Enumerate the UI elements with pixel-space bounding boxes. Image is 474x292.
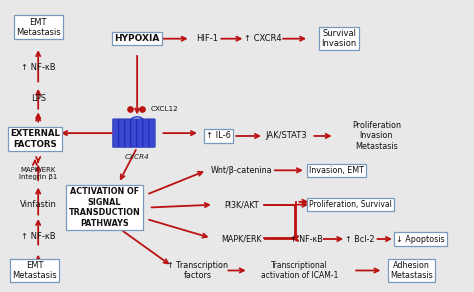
Text: Adhesion
Metastasis: Adhesion Metastasis	[390, 261, 433, 280]
Text: ↑ NF-κB: ↑ NF-κB	[21, 63, 55, 72]
Text: ↑ Transcription
factors: ↑ Transcription factors	[167, 261, 228, 280]
Text: ↑ NF-κB: ↑ NF-κB	[290, 234, 323, 244]
Text: Survival
Invasion: Survival Invasion	[321, 29, 357, 48]
FancyBboxPatch shape	[149, 119, 155, 147]
Text: ↑ NF-κB: ↑ NF-κB	[21, 232, 55, 241]
Text: MAPK/ERK: MAPK/ERK	[221, 234, 262, 244]
Text: Vinfastin: Vinfastin	[20, 200, 56, 209]
FancyBboxPatch shape	[131, 119, 137, 147]
Text: PI3K/AKT: PI3K/AKT	[224, 200, 259, 209]
Text: JAK/STAT3: JAK/STAT3	[265, 131, 307, 140]
Text: Proliferation, Survival: Proliferation, Survival	[310, 200, 392, 209]
Text: HYPOXIA: HYPOXIA	[114, 34, 160, 43]
Text: HIF-1: HIF-1	[196, 34, 218, 43]
Text: CXCR4: CXCR4	[125, 154, 149, 160]
Text: CXCL12: CXCL12	[151, 106, 179, 112]
Text: LPS: LPS	[31, 94, 46, 103]
FancyBboxPatch shape	[143, 119, 149, 147]
Text: EMT
Metastasis: EMT Metastasis	[12, 261, 57, 280]
Text: ↑ CXCR4: ↑ CXCR4	[244, 34, 282, 43]
Text: EXTERNAL
FACTORS: EXTERNAL FACTORS	[10, 129, 60, 149]
Text: MAPK/ERK
Integrin β1: MAPK/ERK Integrin β1	[19, 167, 57, 180]
Text: Proliferation
Invasion
Metastasis: Proliferation Invasion Metastasis	[352, 121, 401, 151]
Text: ↑ Bcl-2: ↑ Bcl-2	[346, 234, 375, 244]
FancyBboxPatch shape	[125, 119, 131, 147]
Text: ↑ IL-6: ↑ IL-6	[206, 131, 231, 140]
Text: Transcriptional
activation of ICAM-1: Transcriptional activation of ICAM-1	[261, 261, 338, 280]
Text: Wnt/β-catenina: Wnt/β-catenina	[211, 166, 273, 175]
Text: ↓ Apoptosis: ↓ Apoptosis	[396, 234, 445, 244]
FancyBboxPatch shape	[118, 119, 125, 147]
Text: Invasion, EMT: Invasion, EMT	[310, 166, 365, 175]
Text: EMT
Metastasis: EMT Metastasis	[16, 18, 61, 37]
Text: ACTIVATION OF
SIGNAL
TRANSDUCTION
PATHWAYS: ACTIVATION OF SIGNAL TRANSDUCTION PATHWA…	[69, 187, 140, 228]
FancyBboxPatch shape	[112, 119, 119, 147]
FancyBboxPatch shape	[137, 119, 143, 147]
